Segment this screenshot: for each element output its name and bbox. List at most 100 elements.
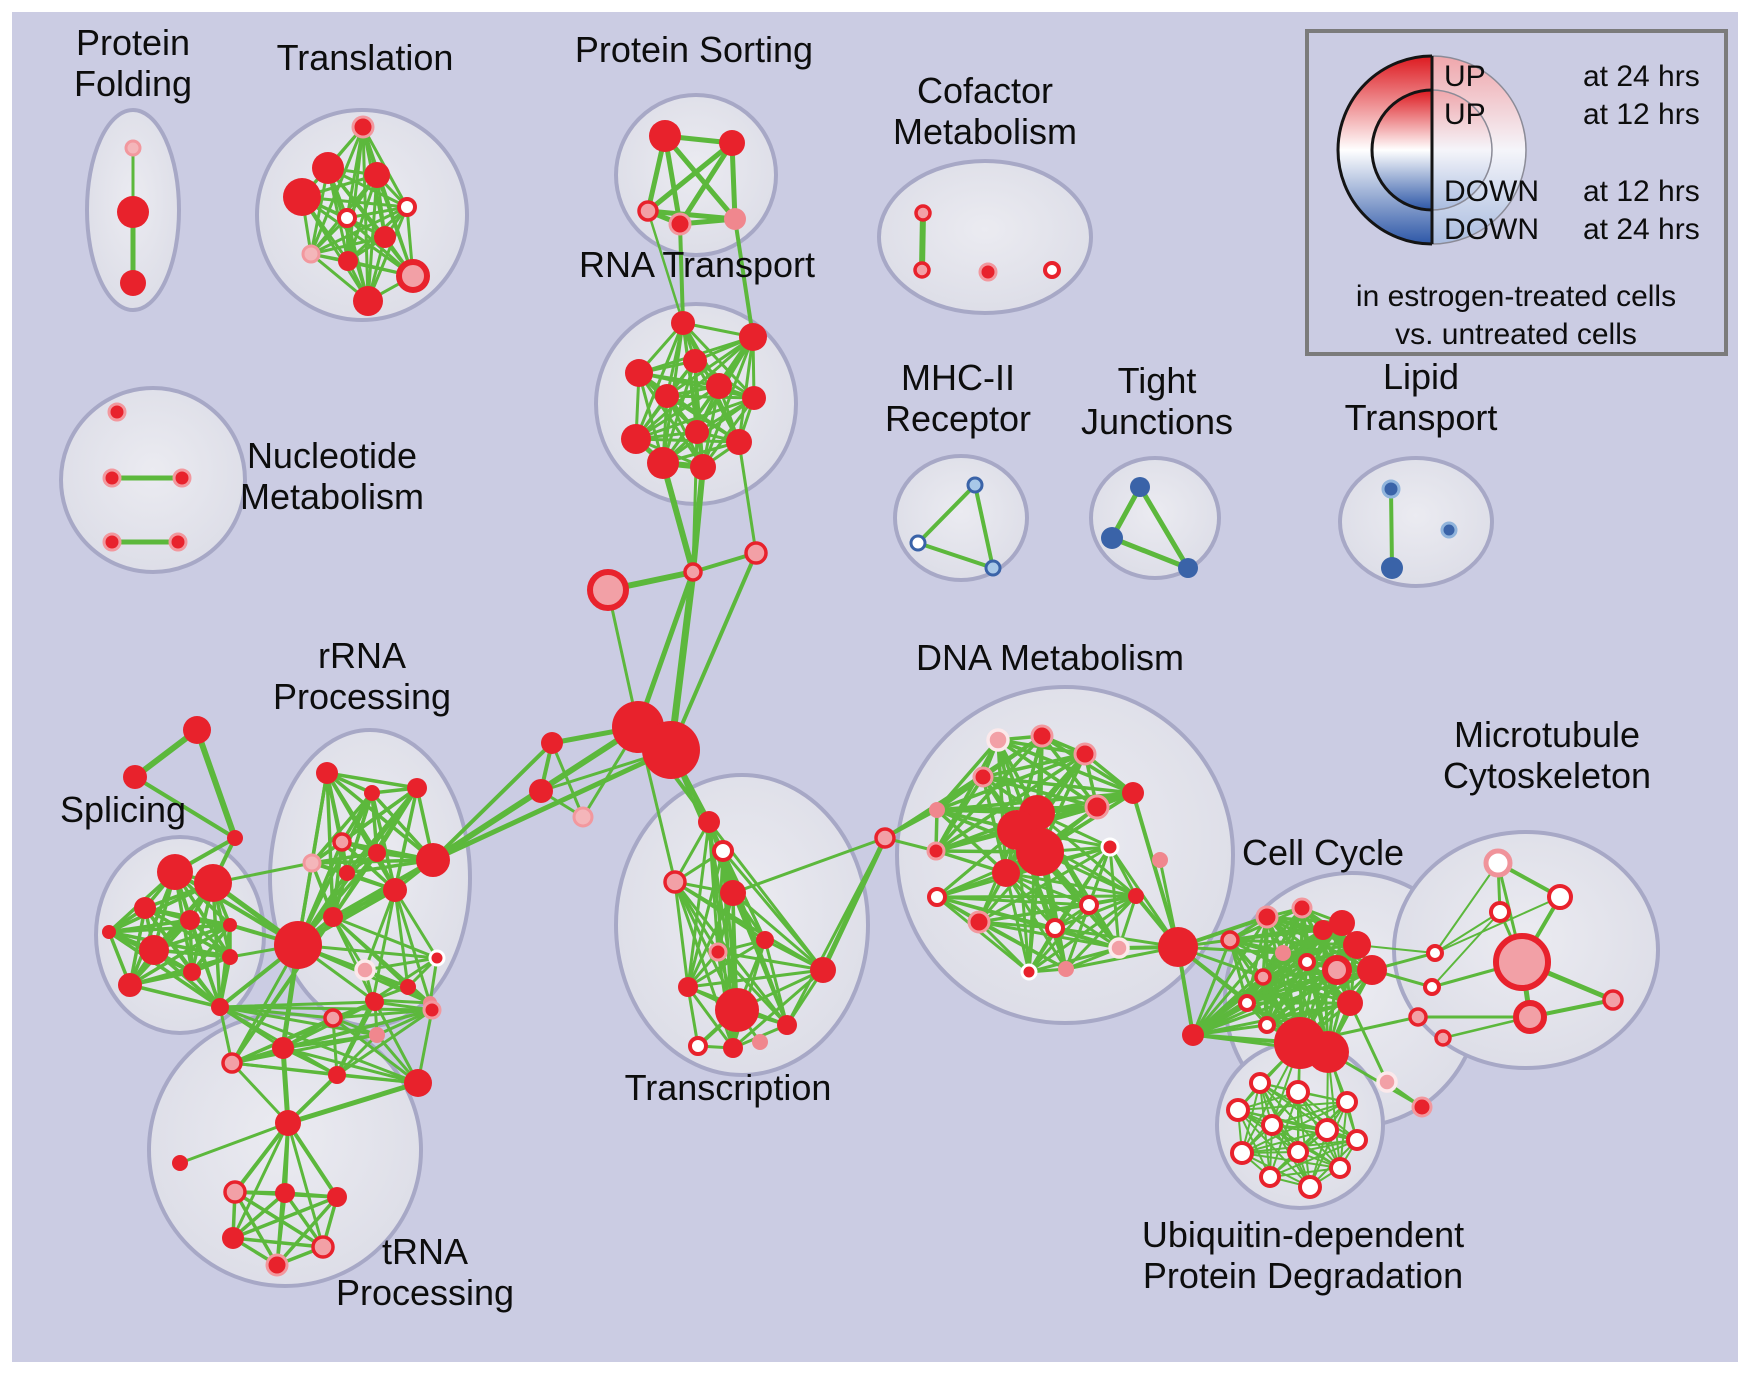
network-edge [107, 930, 222, 1009]
network-node [168, 532, 188, 552]
network-edge [669, 551, 758, 752]
network-edge [275, 1195, 339, 1267]
network-edge [935, 845, 1112, 899]
network-edge [686, 985, 735, 1050]
network-node [123, 765, 147, 789]
cluster-label-mhc-ii-receptor: MHC-II [901, 357, 1015, 398]
network-edge [634, 384, 721, 441]
network-edge [1431, 911, 1501, 988]
cluster-label-trna-processing: Processing [336, 1272, 514, 1313]
cluster-label-lipid-transport: Transport [1345, 397, 1498, 438]
network-node [364, 162, 390, 188]
network-node [1315, 1118, 1339, 1142]
network-node [1158, 927, 1198, 967]
network-node [364, 785, 380, 801]
network-edge [1228, 938, 1359, 947]
network-edge [935, 895, 1031, 974]
network-edge [550, 741, 585, 819]
legend-time-label-2: at 12 hrs [1583, 175, 1700, 208]
network-node [642, 721, 700, 779]
cluster-ellipse-tight-junctions [1089, 456, 1221, 580]
network-node [1298, 1175, 1322, 1199]
network-node [1220, 930, 1240, 950]
network-edge [634, 396, 756, 441]
network-edge [1237, 1101, 1348, 1111]
network-node [671, 311, 695, 335]
network-edge [1434, 862, 1499, 954]
network-edge [286, 1121, 339, 1199]
network-node [323, 1008, 343, 1028]
network-edge [335, 998, 375, 1077]
network-edge [935, 752, 1087, 812]
network-node [715, 988, 759, 1032]
network-edge [373, 1000, 434, 1012]
network-node [1122, 782, 1144, 804]
network-edge [128, 923, 232, 987]
network-edge [977, 845, 1112, 924]
cluster-ellipse-mhc-ii-receptor [893, 454, 1029, 582]
network-edge [1237, 1109, 1271, 1178]
network-node [118, 973, 142, 997]
network-node [1336, 1091, 1358, 1113]
network-node [698, 811, 720, 833]
network-node [311, 1235, 335, 1259]
network-edge [1241, 1152, 1341, 1169]
network-node [1513, 1000, 1547, 1034]
cluster-label-trna-processing: tRNA [382, 1231, 468, 1272]
network-edge [1265, 960, 1309, 1027]
network-edge [733, 217, 755, 339]
network-edge [981, 752, 1087, 779]
network-node [368, 844, 386, 862]
network-edge [107, 923, 232, 934]
network-node [223, 1180, 247, 1204]
network-edge [231, 1121, 290, 1240]
network-node [124, 139, 142, 157]
network-edge [1027, 946, 1121, 974]
network-node [1329, 910, 1355, 936]
network-node [1275, 945, 1291, 961]
network-edge [686, 891, 735, 989]
network-node [708, 942, 728, 962]
network-node [354, 959, 376, 981]
network-edge [1389, 487, 1394, 570]
network-node [416, 843, 450, 877]
network-edge [371, 956, 439, 1002]
network-node [1238, 994, 1256, 1012]
network-node [1343, 931, 1371, 959]
network-edge [194, 727, 238, 841]
network-edge [1281, 951, 1352, 1005]
legend-time-label-3: at 24 hrs [1583, 213, 1700, 246]
cluster-ellipse-lipid-transport [1338, 456, 1494, 588]
network-node [397, 197, 417, 217]
network-node [1337, 990, 1363, 1016]
network-node [117, 196, 149, 228]
network-node [194, 864, 232, 902]
legend-node-outline-outer-right [1431, 55, 1527, 245]
network-edge [1053, 926, 1121, 950]
network-node [327, 1187, 347, 1207]
network-node [1602, 989, 1624, 1011]
network-node [134, 897, 156, 919]
network-edge [667, 568, 697, 754]
network-node [1287, 1141, 1309, 1163]
network-node [369, 1027, 385, 1043]
network-edge [1053, 926, 1180, 949]
network-edge [1064, 894, 1138, 971]
network-node [1261, 1114, 1283, 1136]
network-edge [1269, 1167, 1341, 1178]
legend-node-outline-inner-left [1370, 88, 1433, 212]
network-edge [977, 920, 1068, 971]
network-node [724, 208, 746, 230]
network-node [222, 949, 238, 965]
network-edge [393, 888, 410, 989]
network-node [172, 1155, 188, 1171]
network-node [1043, 261, 1061, 279]
network-node [1440, 521, 1458, 539]
network-node [1547, 884, 1573, 910]
network-node [374, 226, 396, 248]
network-edge [635, 569, 696, 730]
network-node [302, 853, 322, 873]
network-node [688, 1036, 708, 1056]
network-node [685, 420, 709, 444]
